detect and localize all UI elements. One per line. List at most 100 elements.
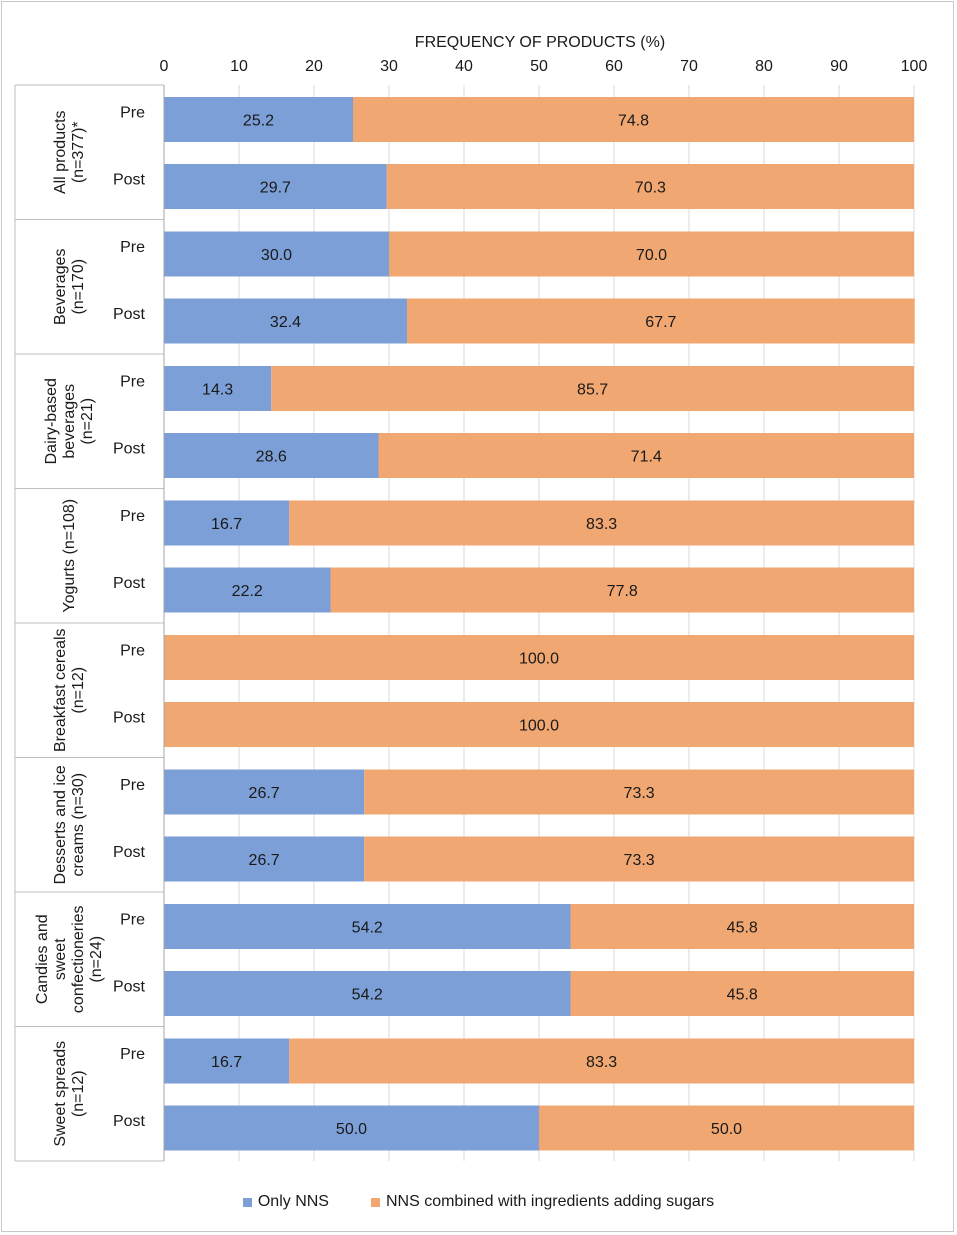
bar-segment-only-nns [164, 500, 290, 546]
category-label-line: Candies and [34, 914, 51, 1004]
bar-row-label: Post [113, 710, 146, 727]
legend-item-nns-sugars: NNS combined with ingredients adding sug… [370, 1193, 715, 1211]
bar-value-label: 32.4 [270, 314, 301, 331]
bar-row-label: Pre [120, 1046, 145, 1063]
bar-value-label: 30.0 [261, 247, 292, 264]
x-tick-label: 70 [680, 58, 698, 75]
bar-value-label: 26.7 [249, 852, 280, 869]
bar-value-label: 50.0 [711, 1121, 742, 1138]
bar-value-label: 73.3 [624, 852, 655, 869]
bar-segment-nns-sugars [330, 567, 914, 613]
bar-row-label: Post [113, 441, 146, 458]
x-tick-label: 0 [160, 58, 169, 75]
bar-value-label: 50.0 [336, 1121, 367, 1138]
bar-row-label: Pre [120, 508, 145, 525]
category-label: Desserts and icecreams (n=30) [52, 765, 87, 884]
category-label-line: All products [52, 110, 69, 194]
bar-segment-nns-sugars [407, 298, 915, 344]
bar-row-label: Post [113, 1113, 146, 1130]
bar-value-label: 22.2 [232, 583, 263, 600]
bar-segment-only-nns [164, 567, 331, 613]
bar-value-label: 100.0 [519, 651, 559, 668]
x-tick-label: 80 [755, 58, 773, 75]
legend-label-only-nns: Only NNS [257, 1193, 329, 1210]
bar-value-label: 85.7 [577, 382, 608, 399]
chart-title: FREQUENCY OF PRODUCTS (%) [415, 34, 665, 51]
bar-value-label: 73.3 [624, 785, 655, 802]
bar-row-label: Post [113, 979, 146, 996]
bar-segment-nns-sugars [570, 904, 914, 949]
bar-row-label: Pre [120, 777, 145, 794]
bar-value-label: 77.8 [607, 583, 638, 600]
bar-value-label: 45.8 [727, 987, 758, 1004]
category-label-line: Sweet spreads [52, 1041, 69, 1147]
x-tick-label: 20 [305, 58, 323, 75]
bar-segment-only-nns [164, 298, 407, 344]
bar-value-label: 54.2 [352, 920, 383, 937]
bar-value-label: 54.2 [352, 987, 383, 1004]
bar-value-label: 25.2 [243, 113, 274, 130]
bar-row-label: Pre [120, 105, 145, 122]
bar-row-label: Pre [120, 374, 145, 391]
bar-row-label: Post [113, 306, 146, 323]
bar-value-label: 29.7 [260, 180, 291, 197]
bar-segment-only-nns [164, 769, 365, 815]
category-label: Dairy-basedbeverages(n=21) [43, 378, 96, 464]
legend-swatch-only-nns [242, 1197, 252, 1207]
category-label: Breakfast cereals(n=12) [52, 628, 87, 752]
bar-value-label: 45.8 [727, 920, 758, 937]
bar-segment-nns-sugars [570, 971, 914, 1016]
bar-value-label: 70.0 [636, 247, 667, 264]
bar-segment-nns-sugars [364, 836, 914, 882]
bar-segment-only-nns [164, 164, 387, 209]
category-label-line: (n=170) [70, 259, 87, 315]
x-tick-label: 60 [605, 58, 623, 75]
bar-value-label: 70.3 [635, 180, 666, 197]
bar-segment-nns-sugars [389, 231, 914, 277]
bar-row-label: Post [113, 172, 146, 189]
bar-value-label: 16.7 [211, 1054, 242, 1071]
bar-segment-nns-sugars [353, 97, 914, 142]
category-label: Candies andsweetconfectioneries(n=24) [34, 905, 105, 1013]
bar-segment-only-nns [164, 97, 353, 142]
bar-segment-nns-sugars [364, 769, 914, 815]
category-label-line: Dairy-based [43, 378, 60, 464]
category-label-line: Yogurts (n=108) [61, 499, 78, 613]
bar-segment-nns-sugars [271, 366, 914, 411]
bar-segment-only-nns [164, 433, 379, 478]
bar-segment-nns-sugars [386, 164, 914, 209]
x-tick-label: 30 [380, 58, 398, 75]
bar-value-label: 74.8 [618, 113, 649, 130]
x-tick-label: 100 [901, 58, 928, 75]
bar-row-label: Post [113, 575, 146, 592]
category-label-line: (n=21) [79, 398, 96, 445]
bar-segment-only-nns [164, 971, 571, 1016]
legend-label-nns-sugars: NNS combined with ingredients adding sug… [385, 1193, 715, 1210]
bar-segment-nns-sugars [164, 635, 914, 680]
category-label-line: sweet [52, 938, 69, 980]
category-label-line: Desserts and ice [52, 765, 69, 884]
category-label-line: creams (n=30) [70, 773, 87, 877]
x-tick-label: 90 [830, 58, 848, 75]
category-label-line: Beverages [52, 249, 69, 326]
bar-row-label: Pre [120, 643, 145, 660]
bar-segment-nns-sugars [289, 1038, 914, 1084]
bar-segment-only-nns [164, 1105, 539, 1151]
bar-segment-nns-sugars [378, 433, 914, 478]
bar-value-label: 100.0 [519, 718, 559, 735]
bar-value-label: 71.4 [631, 449, 662, 466]
bar-value-label: 16.7 [211, 516, 242, 533]
category-label-line: (n=24) [88, 936, 105, 983]
category-label-line: Breakfast cereals [52, 628, 69, 752]
category-label-line: (n=12) [70, 1070, 87, 1117]
bar-segment-only-nns [164, 1038, 290, 1084]
x-tick-label: 50 [530, 58, 548, 75]
bar-value-label: 26.7 [249, 785, 280, 802]
bar-value-label: 83.3 [586, 516, 617, 533]
bar-segment-nns-sugars [539, 1105, 914, 1151]
bar-row-label: Pre [120, 912, 145, 929]
category-label: Beverages(n=170) [52, 249, 87, 326]
category-label-line: (n=12) [70, 667, 87, 714]
bar-segment-only-nns [164, 836, 365, 882]
